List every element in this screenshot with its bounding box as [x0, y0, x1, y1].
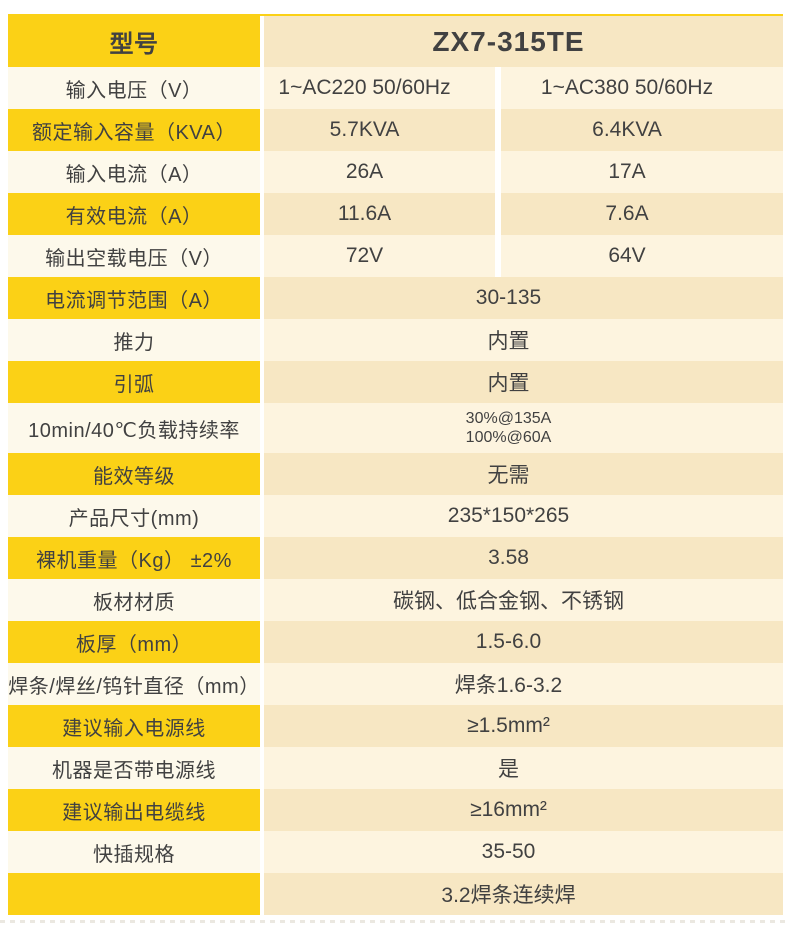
row-label: 10min/40℃负载持续率 [8, 403, 260, 453]
row-label: 板材材质 [8, 579, 260, 621]
spec-row: 输入电压（V） 1~AC220 50/60Hz 1~AC380 50/60Hz [8, 67, 783, 109]
row-values: 3.58 [264, 537, 783, 579]
spec-row: 引弧 内置 [8, 361, 783, 403]
row-label: 建议输入电源线 [8, 705, 260, 747]
row-label: 建议输出电缆线 [8, 789, 260, 831]
row-value-duty-cycle: 30%@135A 100%@60A [264, 403, 783, 453]
row-values: 3.2焊条连续焊 [264, 873, 783, 915]
row-value: 无需 [264, 453, 783, 495]
spec-row: 电流调节范围（A） 30-135 [8, 277, 783, 319]
row-values: 30-135 [264, 277, 783, 319]
row-label: 裸机重量（Kg） ±2% [8, 537, 260, 579]
row-values: 1.5-6.0 [264, 621, 783, 663]
spec-row: 机器是否带电源线是 [8, 747, 783, 789]
row-label: 有效电流（A） [8, 193, 260, 235]
spec-row: 快插规格 35-50 [8, 831, 783, 873]
row-label: 产品尺寸(mm) [8, 495, 260, 537]
row-value-380v: 64V [501, 235, 783, 277]
spec-row: 输出空载电压（V） 72V 64V [8, 235, 783, 277]
row-values: 5.7KVA 6.4KVA [264, 109, 783, 151]
row-value: 内置 [264, 319, 783, 361]
spec-row: 额定输入容量（KVA） 5.7KVA 6.4KVA [8, 109, 783, 151]
row-value: 35-50 [264, 831, 783, 873]
row-value: 3.2焊条连续焊 [264, 873, 783, 915]
bottom-dashed-divider [0, 920, 790, 923]
row-label: 推力 [8, 319, 260, 361]
spec-row: 焊条/焊丝/钨针直径（mm） 焊条1.6-3.2 [8, 663, 783, 705]
row-values: 碳钢、低合金钢、不锈钢 [264, 579, 783, 621]
spec-row: 建议输入电源线 ≥1.5mm² [8, 705, 783, 747]
row-label: 机器是否带电源线 [8, 747, 260, 789]
row-value-380v: 6.4KVA [501, 109, 783, 151]
spec-row: 有效电流（A） 11.6A 7.6A [8, 193, 783, 235]
row-value-380v: 1~AC380 50/60Hz [501, 67, 783, 109]
model-value: ZX7-315TE [264, 16, 783, 67]
row-value-220v: 72V [264, 235, 495, 277]
spec-row: 裸机重量（Kg） ±2% 3.58 [8, 537, 783, 579]
row-values: ZX7-315TE [264, 16, 783, 67]
row-values: 内置 [264, 319, 783, 361]
spec-table: 型号 ZX7-315TE 输入电压（V） 1~AC220 50/60Hz 1~AC380… [8, 14, 783, 915]
spec-row-header: 型号 ZX7-315TE [8, 14, 783, 67]
duty-line-2: 100%@60A [465, 429, 552, 446]
row-label: 型号 [8, 16, 260, 67]
row-values: 72V 64V [264, 235, 783, 277]
row-value: ≥1.5mm² [264, 705, 783, 747]
row-values: 无需 [264, 453, 783, 495]
row-label: 输入电流（A） [8, 151, 260, 193]
row-label: 额定输入容量（KVA） [8, 109, 260, 151]
row-value-220v: 5.7KVA [264, 109, 495, 151]
spec-row: 输入电流（A） 26A 17A [8, 151, 783, 193]
row-value: 1.5-6.0 [264, 621, 783, 663]
row-value: 碳钢、低合金钢、不锈钢 [264, 579, 783, 621]
row-value: ≥16mm² [264, 789, 783, 831]
row-values: ≥16mm² [264, 789, 783, 831]
row-label: 焊条/焊丝/钨针直径（mm） [8, 663, 260, 705]
row-values: 26A 17A [264, 151, 783, 193]
spec-row: 推力 内置 [8, 319, 783, 361]
row-label: 快插规格 [8, 831, 260, 873]
row-label: 引弧 [8, 361, 260, 403]
row-value: 是 [264, 747, 783, 789]
spec-row: 板厚（mm） 1.5-6.0 [8, 621, 783, 663]
row-label: 输入电压（V） [8, 67, 260, 109]
row-values: 是 [264, 747, 783, 789]
row-value-220v: 1~AC220 50/60Hz [264, 67, 495, 109]
spec-row: 建议输出电缆线 ≥16mm² [8, 789, 783, 831]
row-value: 235*150*265 [264, 495, 783, 537]
row-values: 35-50 [264, 831, 783, 873]
spec-row: 10min/40℃负载持续率 30%@135A 100%@60A [8, 403, 783, 453]
row-values: 1~AC220 50/60Hz 1~AC380 50/60Hz [264, 67, 783, 109]
row-values: 焊条1.6-3.2 [264, 663, 783, 705]
row-values: ≥1.5mm² [264, 705, 783, 747]
row-value-380v: 17A [501, 151, 783, 193]
row-value: 30-135 [264, 277, 783, 319]
spec-row: 板材材质 碳钢、低合金钢、不锈钢 [8, 579, 783, 621]
row-label: 输出空载电压（V） [8, 235, 260, 277]
row-label: 能效等级 [8, 453, 260, 495]
row-label: 板厚（mm） [8, 621, 260, 663]
row-value: 3.58 [264, 537, 783, 579]
spec-row: 3.2焊条连续焊 [8, 873, 783, 915]
row-values: 内置 [264, 361, 783, 403]
row-values: 235*150*265 [264, 495, 783, 537]
row-values: 30%@135A 100%@60A [264, 403, 783, 453]
row-value-220v: 26A [264, 151, 495, 193]
row-value-220v: 11.6A [264, 193, 495, 235]
duty-line-1: 30%@135A [465, 410, 552, 427]
row-value: 内置 [264, 361, 783, 403]
row-label [8, 873, 260, 915]
spec-row: 产品尺寸(mm) 235*150*265 [8, 495, 783, 537]
spec-row: 能效等级 无需 [8, 453, 783, 495]
row-value: 焊条1.6-3.2 [264, 663, 783, 705]
row-values: 11.6A 7.6A [264, 193, 783, 235]
row-value-380v: 7.6A [501, 193, 783, 235]
row-label: 电流调节范围（A） [8, 277, 260, 319]
